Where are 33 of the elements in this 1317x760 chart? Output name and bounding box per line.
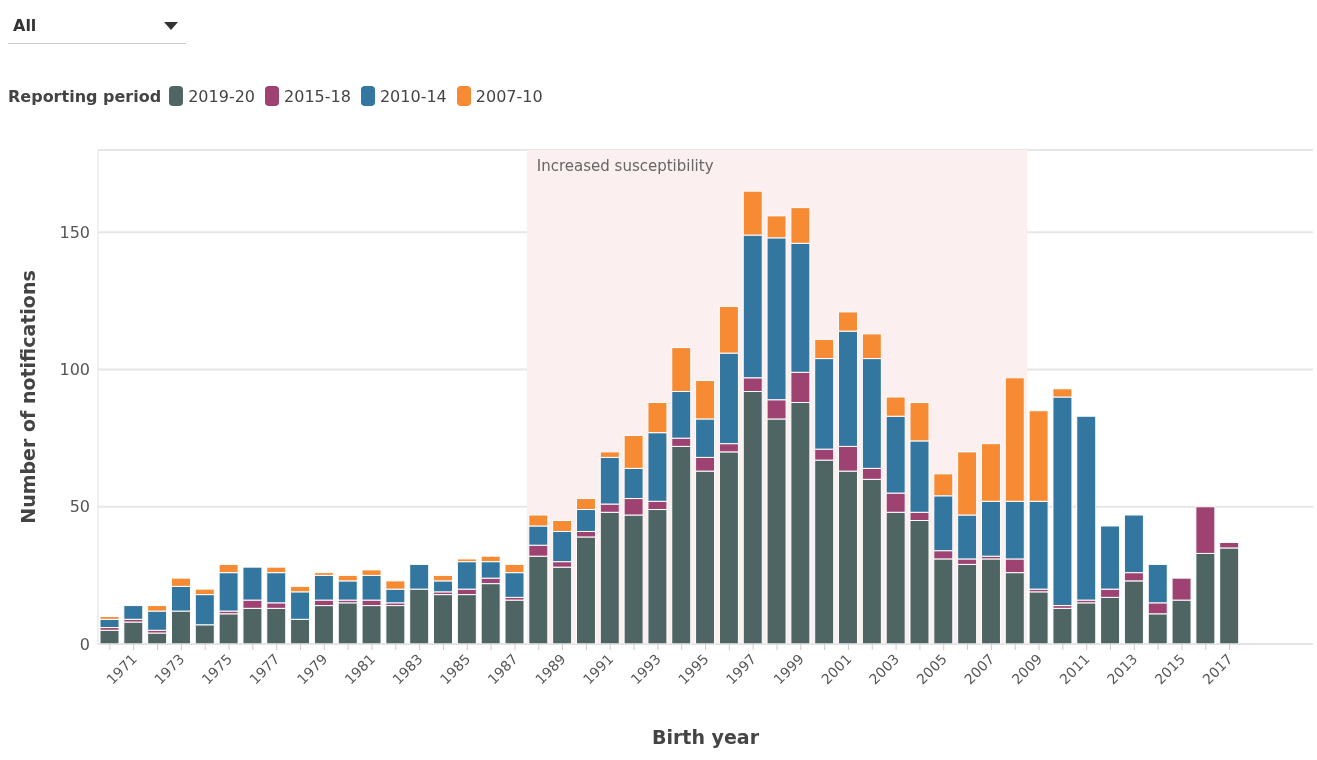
- bar: [266, 607, 287, 644]
- bar: [957, 563, 978, 644]
- bar: [218, 613, 239, 644]
- bar: [313, 605, 334, 644]
- bar: [361, 605, 382, 644]
- bar: [552, 566, 573, 644]
- bar: [99, 618, 120, 629]
- y-tick-label: 0: [79, 634, 90, 654]
- bar: [433, 594, 454, 644]
- bar: [456, 594, 477, 644]
- bar: [337, 602, 358, 644]
- dropdown-field: All: [8, 8, 186, 44]
- y-tick-label: 150: [59, 223, 90, 243]
- bar: [575, 536, 596, 644]
- legend-label: 2019-20: [188, 86, 256, 106]
- y-tick-label: 100: [59, 360, 90, 380]
- bar: [385, 605, 406, 644]
- legend-label: 2007-10: [475, 86, 543, 106]
- y-axis-title: Number of notifications: [16, 270, 39, 524]
- bar: [1028, 591, 1049, 644]
- bar: [504, 599, 525, 644]
- legend-label: 2010-14: [379, 86, 447, 106]
- x-axis-title: Birth year: [651, 726, 760, 748]
- bar: [980, 558, 1001, 644]
- bar: [1076, 415, 1097, 601]
- y-tick-label: 50: [69, 497, 90, 517]
- band-label: Increased susceptibility: [536, 156, 714, 175]
- bar: [1052, 607, 1073, 644]
- legend-title: Reporting period: [8, 86, 162, 106]
- bar: [123, 605, 144, 620]
- legend-label: 2015-18: [284, 86, 351, 106]
- bar: [480, 583, 501, 644]
- bar: [1076, 602, 1097, 644]
